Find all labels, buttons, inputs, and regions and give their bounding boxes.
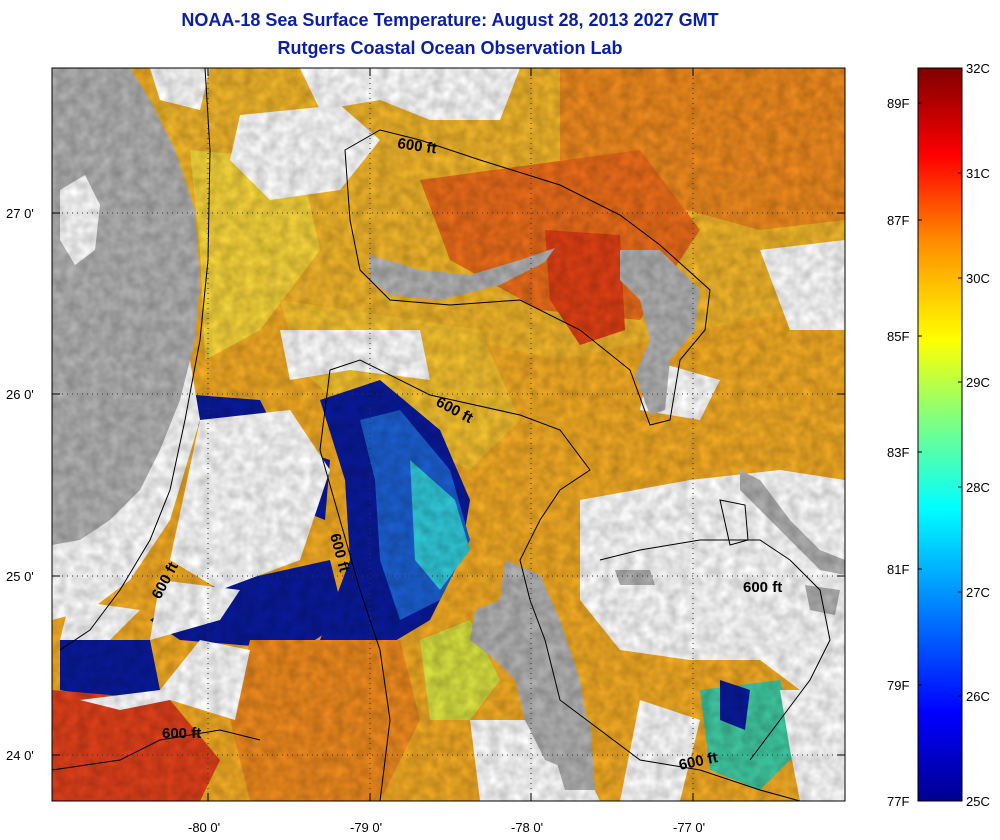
colorbar-fahrenheit-label: 79F [887,678,909,693]
lon-label: -79 0' [350,820,382,835]
colorbar [917,67,963,802]
lon-label: -77 0' [673,820,705,835]
colorbar-celsius-label: 26C [966,689,990,704]
colorbar-celsius-label: 32C [966,61,990,76]
graticule [52,68,845,801]
map-frame [51,67,846,802]
contour-label: 600 ft [396,135,437,157]
colorbar-celsius-label: 29C [966,375,990,390]
colorbar-fahrenheit-label: 83F [887,445,909,460]
colorbar-fahrenheit-label: 81F [887,562,909,577]
colorbar-fahrenheit-label: 77F [887,794,909,809]
colorbar-celsius-label: 27C [966,585,990,600]
contour-label: 600 ft [743,579,782,596]
colorbar-celsius-label: 31C [966,166,990,181]
lat-label: 24 0' [6,748,34,763]
lon-label: -80 0' [188,820,220,835]
map-subtitle: Rutgers Coastal Ocean Observation Lab [277,38,623,58]
colorbar-celsius-label: 30C [966,271,990,286]
lat-label: 27 0' [6,206,34,221]
colorbar-celsius-label: 28C [966,480,990,495]
lon-label: -78 0' [511,820,543,835]
lat-label: 26 0' [6,387,34,402]
colorbar-celsius-label: 25C [966,794,990,809]
colorbar-fahrenheit-label: 85F [887,329,909,344]
map-title: NOAA-18 Sea Surface Temperature: August … [181,10,719,30]
lat-label: 25 0' [6,569,34,584]
colorbar-fahrenheit-label: 89F [887,96,909,111]
colorbar-fahrenheit-label: 87F [887,213,909,228]
contour-label: 600 ft [162,725,201,742]
